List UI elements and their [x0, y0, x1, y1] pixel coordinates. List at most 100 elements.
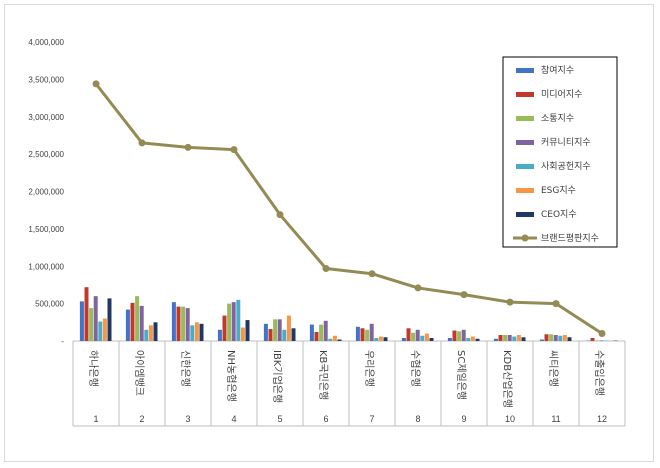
- bar-ESG지수: [148, 325, 153, 341]
- y-tick-label: 2,000,000: [28, 188, 64, 197]
- legend-label: 미디어지수: [541, 89, 582, 100]
- line-point: [598, 330, 606, 338]
- bar-미디어지수: [544, 334, 549, 341]
- bar-ESG지수: [286, 315, 291, 341]
- legend-label: 소통지수: [541, 113, 574, 124]
- bar-소통지수: [365, 329, 370, 341]
- y-tick-label: 1,500,000: [28, 225, 64, 234]
- bar-참여지수: [79, 301, 84, 341]
- bar-CEO지수: [107, 298, 112, 341]
- bar-ESG지수: [562, 335, 567, 341]
- legend-swatch: [516, 92, 534, 97]
- x-rank-label: 5: [277, 414, 282, 424]
- bar-미디어지수: [590, 338, 595, 341]
- bar-사회공헌지수: [374, 338, 379, 341]
- y-tick-label: 3,500,000: [28, 75, 64, 84]
- bar-커뮤니티지수: [599, 340, 604, 341]
- bar-CEO지수: [521, 337, 526, 341]
- bar-미디어지수: [176, 306, 181, 341]
- bar-미디어지수: [84, 287, 89, 341]
- line-point: [92, 80, 100, 88]
- x-rank-label: 1: [93, 414, 98, 424]
- x-category-label: KB국민은행: [317, 350, 329, 400]
- bar-사회공헌지수: [98, 321, 103, 341]
- bar-미디어지수: [452, 330, 457, 341]
- x-rank-label: 4: [231, 414, 236, 424]
- line-brand-reputation: [94, 82, 603, 335]
- legend-swatch: [516, 164, 534, 169]
- line-point: [460, 291, 468, 299]
- bar-사회공헌지수: [236, 299, 241, 341]
- x-category-label: 수협은행: [409, 350, 422, 387]
- bar-사회공헌지수: [512, 336, 517, 341]
- bar-미디어지수: [268, 329, 273, 341]
- bar-소통지수: [319, 324, 324, 341]
- y-tick-label: 1,000,000: [28, 262, 64, 271]
- bar-참여지수: [125, 309, 130, 341]
- x-category-label: 신한은행: [179, 350, 191, 387]
- y-tick-label: 2,500,000: [28, 150, 64, 159]
- bar-소통지수: [181, 306, 186, 341]
- x-rank-label: 9: [461, 414, 466, 424]
- legend-swatch: [516, 188, 534, 193]
- bar-ESG지수: [470, 336, 475, 341]
- bar-미디어지수: [130, 302, 135, 341]
- bar-커뮤니티지수: [185, 308, 190, 341]
- bar-사회공헌지수: [466, 338, 471, 341]
- bar-소통지수: [273, 319, 278, 341]
- x-rank-label: 10: [505, 414, 515, 424]
- bar-CEO지수: [337, 339, 342, 341]
- bar-사회공헌지수: [190, 325, 195, 341]
- x-category-label: SC제일은행: [455, 350, 467, 400]
- bar-사회공헌지수: [558, 335, 563, 341]
- y-tick-label: -: [61, 337, 64, 346]
- bar-미디어지수: [406, 328, 411, 341]
- x-rank-label: 6: [323, 414, 328, 424]
- bar-미디어지수: [222, 315, 227, 341]
- bar-CEO지수: [199, 323, 204, 341]
- bar-ESG지수: [194, 322, 199, 341]
- bar-참여지수: [401, 338, 406, 341]
- legend-label: 참여지수: [541, 64, 574, 76]
- bar-참여지수: [493, 338, 498, 341]
- bar-참여지수: [217, 329, 222, 341]
- line-point: [414, 284, 422, 292]
- bar-CEO지수: [291, 328, 296, 341]
- bar-참여지수: [171, 302, 176, 341]
- x-category-label: 씨티은행: [547, 350, 559, 387]
- bar-참여지수: [355, 326, 360, 341]
- x-rank-label: 2: [139, 414, 144, 424]
- bar-소통지수: [503, 335, 508, 341]
- x-rank-label: 11: [551, 414, 560, 424]
- bar-소통지수: [227, 303, 232, 341]
- legend-label: ESG지수: [541, 185, 576, 196]
- y-tick-label: 500,000: [35, 300, 64, 309]
- bar-커뮤니티지수: [507, 335, 512, 341]
- line-point: [276, 211, 284, 219]
- bar-커뮤니티지수: [553, 335, 558, 341]
- legend-swatch: [516, 116, 534, 121]
- bar-ESG지수: [516, 335, 521, 341]
- bar-CEO지수: [567, 337, 572, 341]
- bar-사회공헌지수: [144, 329, 149, 341]
- bar-ESG지수: [240, 327, 245, 341]
- bar-커뮤니티지수: [323, 320, 328, 341]
- x-category-label: 하나은행: [87, 350, 100, 387]
- x-category-label: KDB산업은행: [501, 350, 514, 408]
- bar-소통지수: [595, 340, 600, 341]
- bar-미디어지수: [360, 328, 365, 341]
- legend-swatch: [516, 68, 534, 73]
- bar-참여지수: [539, 339, 544, 341]
- x-rank-label: 8: [415, 414, 420, 424]
- legend-swatch: [516, 140, 534, 145]
- bar-CEO지수: [153, 322, 158, 341]
- bar-커뮤니티지수: [231, 302, 236, 341]
- bar-소통지수: [457, 331, 462, 341]
- legend-label: 커뮤니티지수: [541, 137, 591, 148]
- bar-ESG지수: [102, 318, 107, 341]
- bar-커뮤니티지수: [93, 296, 98, 341]
- legend-line-marker: [521, 234, 529, 242]
- line-point: [230, 146, 238, 154]
